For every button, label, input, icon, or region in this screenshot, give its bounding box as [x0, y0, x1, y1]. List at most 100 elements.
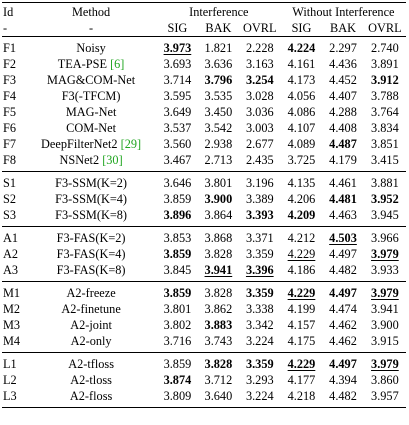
- metric-cell: 4.407: [322, 88, 364, 104]
- metric-value: 3.714: [163, 73, 192, 87]
- metric-value: 3.036: [245, 105, 274, 119]
- metric-cell: 4.089: [281, 136, 323, 152]
- metric-cell: 3.389: [239, 191, 281, 207]
- metric-cell: 4.209: [281, 207, 323, 227]
- table-row: M1 A2-freeze 3.859 3.828 3.359 4.229 4.497 3.97…: [2, 281, 406, 301]
- metric-value: 2.740: [371, 41, 399, 55]
- results-table: Id Method Interference Without Interfere…: [2, 2, 406, 408]
- metric-cell: 3.293: [239, 372, 281, 388]
- metric-value: 1.821: [204, 41, 233, 55]
- metric-value: 3.535: [204, 89, 233, 103]
- metric-cell: 4.482: [322, 388, 364, 408]
- metric-value: 4.288: [329, 105, 357, 119]
- metric-value: 4.436: [329, 57, 357, 71]
- metric-value: 3.973: [163, 41, 192, 55]
- metric-value: 3.725: [287, 153, 316, 167]
- row-id: S1: [2, 171, 26, 191]
- row-method: TEA-PSE [6]: [25, 56, 157, 72]
- metric-cell: 3.891: [364, 56, 406, 72]
- metric-value: 3.801: [204, 176, 233, 190]
- metric-cell: 4.487: [322, 136, 364, 152]
- metric-value: 4.229: [287, 247, 316, 261]
- metric-cell: 3.966: [363, 226, 406, 246]
- row-method: A2-tloss: [25, 372, 157, 388]
- metric-cell: 3.957: [363, 388, 406, 408]
- metric-cell: 4.503: [322, 226, 364, 246]
- metric-value: 3.853: [163, 231, 192, 245]
- citation-link[interactable]: [29]: [120, 137, 142, 151]
- metric-value: 3.862: [204, 302, 233, 316]
- method-name: MAG-Net: [65, 105, 117, 119]
- method-name: F3-FAS(K=4): [56, 247, 126, 261]
- row-id: M4: [3, 334, 21, 348]
- metric-value: 3.636: [204, 57, 233, 71]
- row-id: L3: [2, 388, 26, 408]
- metric-value: 4.229: [287, 286, 316, 300]
- metric-cell: 4.463: [322, 207, 364, 227]
- metric-cell: 4.436: [322, 56, 364, 72]
- metric-value: 3.196: [245, 176, 274, 190]
- metric-value: 3.915: [371, 334, 399, 348]
- metric-cell: 3.900: [364, 317, 406, 333]
- table-row: S2 F3-SSM(K=4) 3.859 3.900 3.389 4.206 4.481 3.…: [2, 191, 406, 207]
- metric-cell: 3.945: [364, 207, 406, 227]
- metric-cell: 3.883: [198, 317, 239, 333]
- metric-value: 4.229: [287, 357, 316, 371]
- metric-value: 4.408: [329, 121, 357, 135]
- metric-value: 3.860: [371, 373, 399, 387]
- method-name: DeepFilterNet2: [41, 137, 118, 151]
- citation-link[interactable]: [30]: [102, 153, 123, 167]
- row-id: F7: [3, 137, 16, 151]
- metric-value: 2.713: [204, 153, 233, 167]
- metric-cell: 4.199: [281, 301, 323, 317]
- table-row: F1 Noisy 3.973 1.821 2.228 4.224 2.297 2.740: [2, 37, 406, 57]
- metric-value: 3.595: [163, 89, 192, 103]
- row-method: F3-SSM(K=4): [25, 191, 157, 207]
- metric-cell: 3.860: [364, 372, 406, 388]
- metric-cell: 4.056: [281, 88, 323, 104]
- metric-value: 3.649: [163, 105, 192, 119]
- metric-value: 3.560: [163, 137, 192, 151]
- row-id: L1: [2, 352, 26, 372]
- metric-cell: 3.933: [364, 262, 406, 282]
- metric-value: 4.497: [329, 247, 357, 261]
- metric-value: 3.828: [204, 286, 233, 300]
- metric-value: 3.941: [371, 302, 399, 316]
- table-row: M4 A2-only 3.716 3.743 3.224 4.175 4.462 3.915: [2, 333, 406, 353]
- metric-cell: 3.542: [198, 120, 239, 136]
- metric-value: 3.900: [204, 192, 233, 206]
- metric-value: 3.712: [204, 373, 233, 387]
- method-name: F3-SSM(K=2): [55, 176, 128, 190]
- method-name: TEA-PSE: [57, 57, 107, 71]
- metric-value: 2.297: [329, 41, 357, 55]
- row-method: F3-FAS(K=4): [25, 246, 157, 262]
- metric-cell: 4.497: [322, 281, 364, 301]
- metric-cell: 2.228: [239, 37, 281, 57]
- metric-value: 4.462: [329, 334, 357, 348]
- metric-cell: 4.212: [280, 226, 323, 246]
- method-name: MAG&COM-Net: [47, 73, 136, 87]
- metric-cell: 3.912: [364, 72, 406, 88]
- metric-cell: 3.801: [157, 301, 198, 317]
- metric-cell: 3.003: [239, 120, 281, 136]
- metric-value: 4.487: [329, 137, 357, 151]
- row-method: COM-Net: [25, 120, 157, 136]
- metric-cell: 2.740: [364, 37, 406, 57]
- metric-value: 3.342: [245, 318, 274, 332]
- metric-value: 3.979: [371, 357, 399, 371]
- metric-value: 3.912: [371, 73, 399, 87]
- table-row: F4 F3(-TFCM) 3.595 3.535 3.028 4.056 4.407 3.78…: [2, 88, 406, 104]
- citation-link[interactable]: [6]: [110, 57, 125, 71]
- row-id: F2: [3, 57, 16, 71]
- metric-value: 3.859: [163, 192, 192, 206]
- metric-cell: 4.086: [281, 104, 323, 120]
- metric-value: 3.941: [204, 263, 233, 277]
- metric-cell: 3.973: [157, 37, 198, 57]
- metric-value: 4.186: [287, 263, 316, 277]
- metric-value: 4.497: [329, 357, 357, 371]
- row-id: L2: [3, 373, 17, 387]
- metric-cell: 3.834: [364, 120, 406, 136]
- table-row: S1 F3-SSM(K=2) 3.646 3.801 3.196 4.135 4.461 3.…: [2, 171, 406, 191]
- table-row: M3 A2-joint 3.802 3.883 3.342 4.157 4.462 3.900: [2, 317, 406, 333]
- metric-cell: 3.764: [364, 104, 406, 120]
